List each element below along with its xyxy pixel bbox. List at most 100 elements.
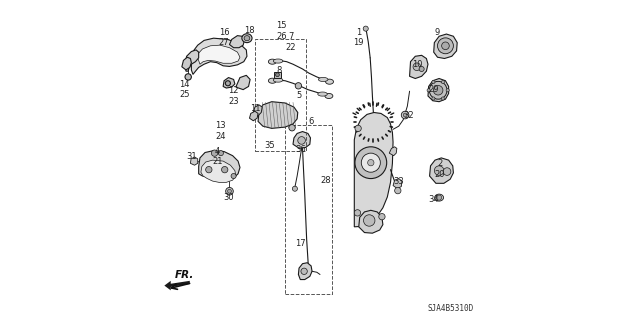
Circle shape [363,26,368,31]
Polygon shape [298,263,312,279]
Ellipse shape [273,59,283,63]
Ellipse shape [318,92,327,96]
Polygon shape [164,281,171,290]
Ellipse shape [242,34,252,43]
Circle shape [289,124,295,131]
Text: 10: 10 [413,60,423,69]
Circle shape [362,153,380,172]
Circle shape [438,38,453,54]
Polygon shape [191,38,247,74]
Circle shape [301,268,307,274]
Bar [274,72,281,78]
Bar [255,40,306,151]
Polygon shape [191,157,198,165]
Polygon shape [182,57,191,70]
Text: 36: 36 [295,145,306,154]
Circle shape [432,80,435,84]
Polygon shape [258,102,298,128]
Ellipse shape [325,93,333,99]
Text: 31: 31 [186,152,197,161]
Circle shape [228,189,232,193]
Circle shape [205,167,212,173]
Circle shape [429,81,447,99]
Polygon shape [434,34,457,58]
Text: 5: 5 [297,92,302,100]
Text: 1
19: 1 19 [353,27,364,47]
Text: 32: 32 [403,111,413,120]
Ellipse shape [268,78,276,83]
Ellipse shape [268,59,276,64]
Text: 29: 29 [428,85,439,94]
Circle shape [446,89,449,92]
Circle shape [231,174,236,179]
Text: 7
22: 7 22 [285,32,296,52]
Ellipse shape [435,194,444,201]
Circle shape [225,81,230,86]
Circle shape [403,113,407,117]
Polygon shape [250,111,258,121]
Ellipse shape [326,79,333,84]
Circle shape [185,74,191,80]
Circle shape [298,137,305,144]
Text: 33: 33 [394,177,404,186]
Circle shape [435,166,444,175]
Circle shape [295,83,301,89]
Polygon shape [293,131,310,148]
Circle shape [355,125,362,131]
Text: 14
25: 14 25 [179,80,189,99]
Polygon shape [185,50,198,71]
Circle shape [395,188,401,194]
Circle shape [419,66,424,71]
Polygon shape [230,36,244,48]
Polygon shape [389,147,397,156]
Ellipse shape [319,78,328,82]
Circle shape [442,80,445,84]
Bar [285,125,332,293]
Circle shape [432,97,435,100]
Text: SJA4B5310D: SJA4B5310D [428,304,474,313]
Text: 4
21: 4 21 [212,147,223,166]
Polygon shape [201,160,236,182]
Text: 16
27: 16 27 [219,27,229,47]
Circle shape [379,213,385,220]
Circle shape [442,42,449,50]
Circle shape [427,89,430,92]
Polygon shape [355,113,393,227]
Ellipse shape [244,36,250,41]
Circle shape [226,188,234,195]
Polygon shape [223,78,235,88]
Text: 18: 18 [244,26,255,35]
Circle shape [364,215,375,226]
Text: 30: 30 [223,193,234,202]
Polygon shape [393,179,402,189]
Text: 34: 34 [428,195,439,204]
Polygon shape [236,75,250,90]
Circle shape [436,195,442,200]
Text: 28: 28 [321,176,331,185]
Polygon shape [429,158,453,183]
Circle shape [355,147,387,179]
Text: 15
26: 15 26 [276,21,287,41]
Circle shape [444,168,451,175]
Polygon shape [169,281,190,287]
Circle shape [355,210,361,216]
Circle shape [401,111,409,119]
Circle shape [218,151,223,156]
Circle shape [276,73,279,77]
Text: 6: 6 [308,117,314,126]
Text: 12
23: 12 23 [228,86,239,106]
Text: FR.: FR. [174,270,194,280]
Text: 13
24: 13 24 [216,121,226,141]
Circle shape [211,150,218,156]
Polygon shape [198,45,240,64]
Circle shape [221,167,228,173]
Polygon shape [198,151,240,181]
Text: 2
20: 2 20 [435,159,445,179]
Text: 17: 17 [295,239,306,248]
Polygon shape [428,78,449,102]
Polygon shape [359,210,383,233]
Text: 9: 9 [435,28,440,37]
Ellipse shape [273,78,283,82]
Circle shape [367,160,374,166]
Text: 8: 8 [276,66,282,75]
